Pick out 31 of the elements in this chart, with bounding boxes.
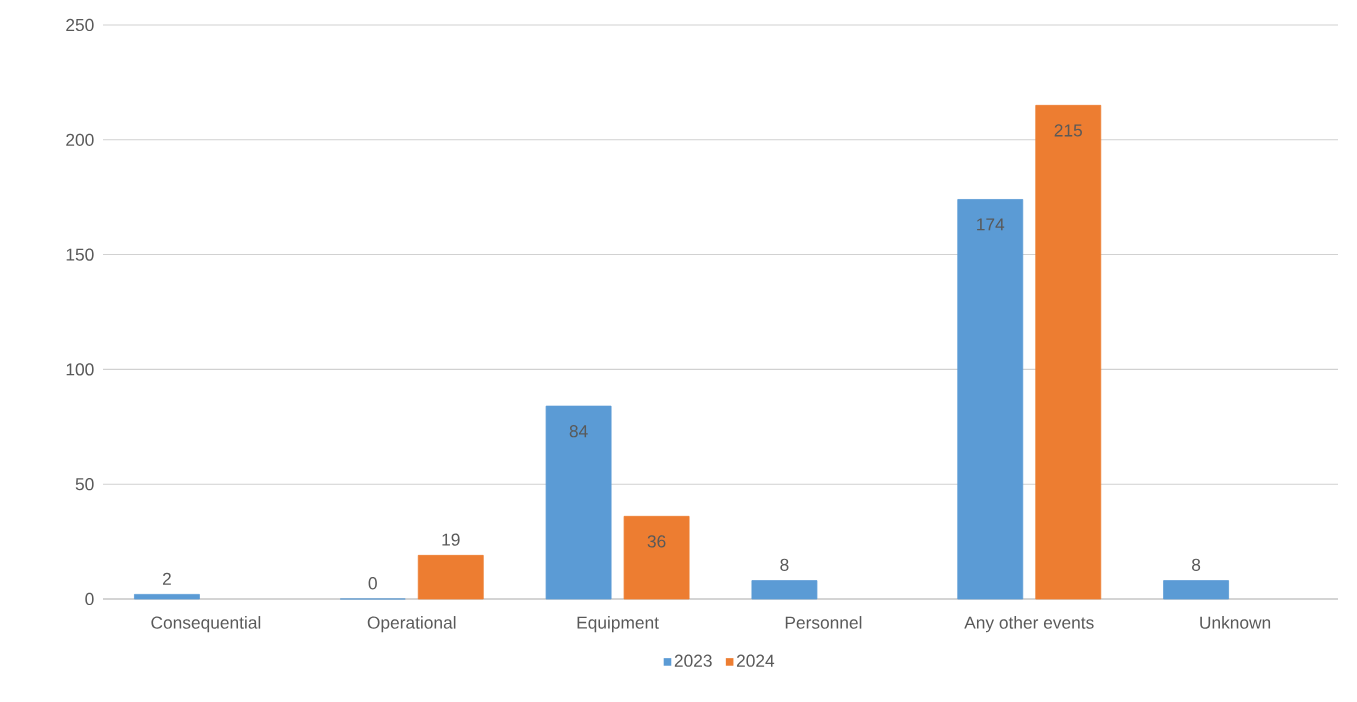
legend-label: 2024 (736, 654, 775, 667)
y-tick-label: 50 (75, 478, 94, 491)
y-tick-label: 100 (66, 363, 94, 376)
x-tick-label: Operational (367, 616, 456, 633)
y-tick-label: 0 (85, 592, 94, 606)
bar (545, 405, 612, 600)
x-tick-label: Consequential (151, 616, 261, 633)
x-tick-label: Personnel (785, 616, 862, 629)
y-tick-label: 150 (66, 248, 94, 261)
data-label: 0 (368, 577, 377, 590)
data-label: 8 (780, 558, 789, 572)
x-tick-label: Equipment (577, 616, 659, 633)
data-label: 84 (569, 425, 588, 438)
data-label: 36 (647, 535, 666, 548)
data-label: 8 (1192, 558, 1201, 572)
bar (623, 515, 690, 600)
data-label: 2 (162, 572, 171, 585)
bar (1163, 580, 1229, 600)
x-tick-label: Any other events (964, 616, 1094, 633)
x-tick-label: Unknown (1200, 616, 1271, 629)
bar (134, 593, 200, 600)
y-tick-label: 200 (66, 133, 94, 146)
bar (957, 199, 1024, 600)
data-label: 215 (1054, 124, 1082, 137)
data-label: 174 (977, 218, 1005, 231)
legend-label: 2023 (674, 654, 712, 667)
y-tick-label: 250 (66, 18, 94, 32)
data-label: 19 (442, 533, 460, 546)
bar (1035, 104, 1102, 600)
bar (417, 554, 484, 600)
bar (751, 580, 818, 600)
